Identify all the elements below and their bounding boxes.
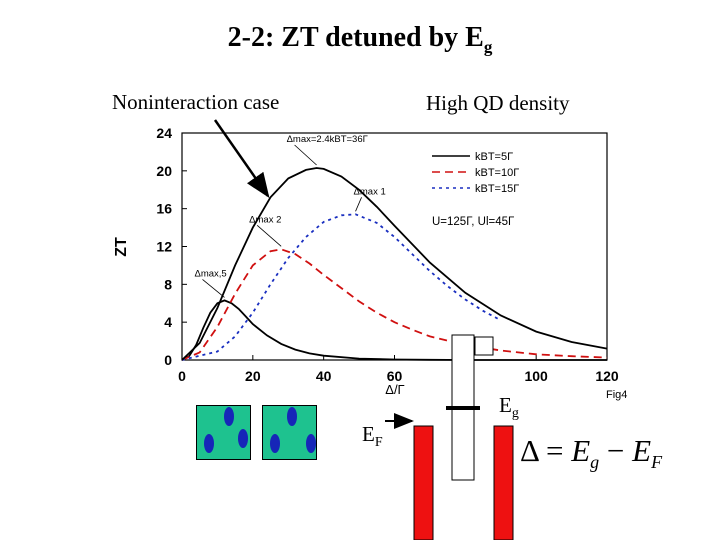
- x-tick-label: 0: [178, 368, 186, 384]
- peak-annotation: Δmax 2: [249, 214, 281, 225]
- quantum-dot: [287, 407, 297, 426]
- legend-label-3: kBT=15Γ: [475, 183, 519, 195]
- series-line-1: [181, 299, 607, 361]
- y-tick-label: 8: [164, 276, 172, 292]
- noninteraction-label: Noninteraction case: [112, 90, 280, 114]
- fermi-level-label: EF: [362, 422, 383, 451]
- y-tick-label: 20: [156, 163, 172, 179]
- peak-annotation: Δmax=2.4kBT=36Γ: [287, 134, 368, 145]
- y-tick-label: 24: [156, 125, 172, 141]
- x-tick-label: 100: [524, 368, 548, 384]
- quantum-dot: [204, 434, 214, 453]
- slide-title: 2-2: ZT detuned by Eg: [227, 22, 493, 57]
- energy-bar-left: [413, 425, 434, 540]
- energy-bar-right: [493, 425, 514, 540]
- y-tick-label: 16: [156, 201, 172, 217]
- peak-annotation-pointer: [256, 225, 282, 247]
- y-tick-label: 12: [156, 239, 172, 255]
- high-qd-density-label: High QD density: [426, 91, 570, 115]
- x-tick-label: 60: [387, 368, 403, 384]
- figure-label: Fig4: [606, 389, 627, 401]
- legend-label-1: kBT=5Γ: [475, 151, 513, 163]
- legend-note: U=125Γ, Ul=45Γ: [432, 216, 515, 228]
- quantum-dot-box-left: [196, 405, 251, 460]
- peak-annotation-pointer: [202, 279, 225, 298]
- quantum-dot-box-right: [262, 405, 317, 460]
- y-axis-label: ZT: [113, 237, 130, 257]
- series-line-3: [181, 213, 502, 361]
- y-tick-label: 0: [164, 352, 172, 368]
- series-line-2: [181, 248, 608, 361]
- detuning-formula: Δ = Eg − EF: [520, 433, 663, 473]
- gap-energy-label: Eg: [499, 393, 519, 422]
- peak-annotation: Δmax 1: [354, 186, 386, 197]
- peak-annotation-pointer: [355, 197, 362, 212]
- quantum-dot: [270, 434, 280, 453]
- quantum-dot: [224, 407, 234, 426]
- legend-label-2: kBT=10Γ: [475, 167, 519, 179]
- quantum-dot: [306, 434, 316, 453]
- series-line-4: [181, 167, 608, 361]
- energy-box-short: [474, 336, 494, 356]
- peak-annotation: Δmax,5: [195, 268, 227, 279]
- x-tick-label: 120: [595, 368, 619, 384]
- pointer-arrow-nonint: [213, 119, 270, 199]
- quantum-dot: [238, 429, 248, 448]
- x-tick-label: 20: [245, 368, 261, 384]
- x-tick-label: 40: [316, 368, 332, 384]
- peak-annotation-pointer: [294, 144, 317, 166]
- y-tick-label: 4: [164, 314, 172, 330]
- x-axis-label: Δ/Γ: [385, 382, 404, 397]
